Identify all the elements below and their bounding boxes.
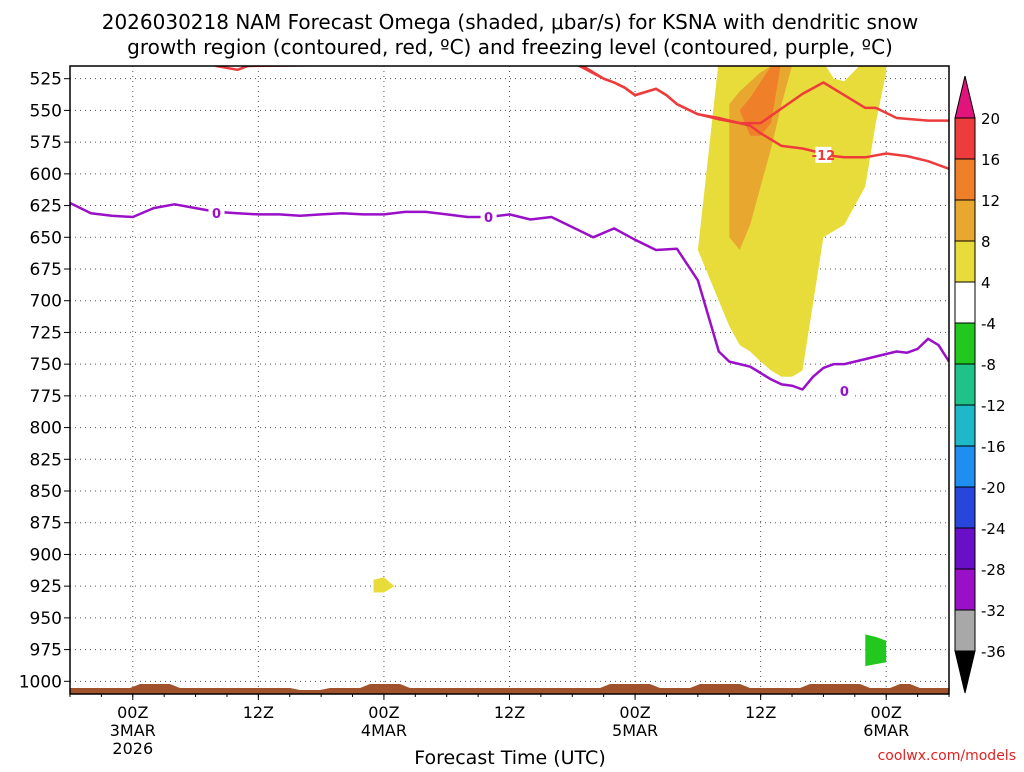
colorbar-label: 16	[981, 151, 1000, 169]
terrain-strip	[70, 684, 949, 694]
dendritic-label-bg	[815, 146, 832, 163]
colorbar: 20 16 12 8 4 -4 -8 -12 -16 -20 -24 -28 -32 -36	[954, 75, 1006, 694]
freezing-label-bg	[208, 205, 225, 222]
contours: 0 0 0 -12	[70, 66, 949, 400]
y-tick-label: 850	[30, 482, 62, 502]
x-tick-label: 00Z	[117, 703, 148, 722]
y-tick-label: 725	[30, 323, 62, 343]
colorbar-label: -16	[981, 438, 1006, 456]
colorbar-label: 8	[981, 233, 991, 251]
dendritic-contour-lower	[580, 66, 949, 170]
freezing-label: 0	[484, 211, 493, 226]
y-tick-label: 800	[30, 419, 62, 439]
colorbar-label: 12	[981, 192, 1000, 210]
freezing-label-bg	[480, 208, 497, 225]
y-tick-label: 975	[30, 641, 62, 661]
y-tick-label: 525	[30, 70, 62, 90]
chart-title-line2: growth region (contoured, red, ºC) and f…	[127, 35, 893, 59]
colorbar-swatch	[954, 445, 976, 488]
x-axis-label: Forecast Time (UTC)	[414, 747, 605, 768]
freezing-label-bg	[836, 382, 853, 399]
colorbar-bottom-arrow	[954, 650, 976, 694]
colorbar-label: -36	[981, 643, 1006, 661]
x-tick-label: 4MAR	[361, 721, 407, 740]
x-tick-label: 00Z	[871, 703, 902, 722]
y-tick-label: 575	[30, 133, 62, 153]
y-tick-label: 825	[30, 450, 62, 470]
colorbar-swatch	[954, 404, 976, 447]
x-tick-label: 12Z	[243, 703, 274, 722]
freezing-label: 0	[840, 385, 849, 400]
freezing-label: 0	[212, 207, 221, 222]
colorbar-label: 4	[981, 274, 991, 292]
y-tick-label: 550	[30, 101, 62, 121]
dendritic-label: -12	[812, 149, 836, 164]
y-tick-label: 750	[30, 355, 62, 375]
y-tick-label: 875	[30, 514, 62, 534]
colorbar-swatch	[954, 158, 976, 201]
x-tick-label: 12Z	[494, 703, 525, 722]
colorbar-label: 20	[981, 110, 1000, 128]
colorbar-label: -24	[981, 520, 1006, 538]
colorbar-swatch	[954, 609, 976, 652]
colorbar-label: -8	[981, 356, 996, 374]
colorbar-swatch	[954, 117, 976, 160]
x-tick-label: 2026	[112, 739, 153, 758]
y-tick-label: 775	[30, 387, 62, 407]
colorbar-swatch	[954, 568, 976, 611]
y-axis: 525 550 575 600 625 650 675 700 725 750 775 800 825 8…	[19, 70, 70, 692]
omega-region-4	[697, 66, 887, 377]
y-tick-label: 925	[30, 577, 62, 597]
y-tick-label: 1000	[19, 672, 62, 692]
colorbar-label: -12	[981, 397, 1006, 415]
colorbar-swatch	[954, 363, 976, 406]
colorbar-label: -28	[981, 561, 1006, 579]
colorbar-swatch	[954, 527, 976, 570]
x-tick-label: 12Z	[745, 703, 776, 722]
freezing-level-contour	[70, 201, 949, 391]
y-tick-label: 675	[30, 260, 62, 280]
colorbar-swatch	[954, 486, 976, 529]
chart-title-line1: 2026030218 NAM Forecast Omega (shaded, μ…	[102, 10, 919, 34]
colorbar-label: -20	[981, 479, 1006, 497]
omega-region--8	[865, 634, 887, 667]
y-tick-label: 900	[30, 545, 62, 565]
y-tick-label: 950	[30, 609, 62, 629]
omega-region-4	[373, 577, 395, 593]
colorbar-swatch	[954, 281, 976, 324]
x-tick-label: 00Z	[368, 703, 399, 722]
x-tick-label: 3MAR	[110, 721, 156, 740]
colorbar-label: -4	[981, 315, 996, 333]
colorbar-label: -32	[981, 602, 1006, 620]
y-tick-label: 700	[30, 292, 62, 312]
colorbar-swatch	[954, 199, 976, 242]
y-tick-label: 650	[30, 228, 62, 248]
colorbar-top-arrow	[954, 75, 976, 119]
credit-text: coolwx.com/models	[878, 748, 1016, 764]
x-tick-label: 5MAR	[612, 721, 658, 740]
x-tick-label: 6MAR	[863, 721, 909, 740]
y-tick-label: 625	[30, 197, 62, 217]
colorbar-swatch	[954, 322, 976, 365]
colorbar-swatch	[954, 240, 976, 283]
x-tick-label: 00Z	[619, 703, 650, 722]
y-tick-label: 600	[30, 165, 62, 185]
omega-region-12	[739, 66, 781, 136]
